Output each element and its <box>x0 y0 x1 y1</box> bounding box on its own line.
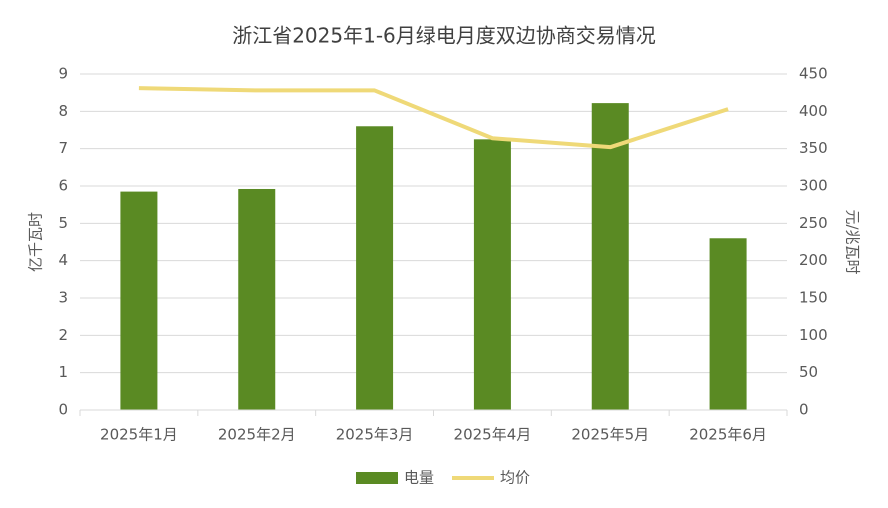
chart-title: 浙江省2025年1-6月绿电月度双边协商交易情况 <box>232 24 656 48</box>
y2-tick-label: 250 <box>799 214 828 232</box>
y2-axis-label: 元/兆瓦时 <box>844 209 862 274</box>
legend-label: 均价 <box>500 469 530 487</box>
y2-tick-label: 350 <box>799 139 828 157</box>
bar <box>709 238 747 410</box>
y2-tick-label: 100 <box>799 326 828 344</box>
y-tick-label: 3 <box>58 289 68 307</box>
y-tick-label: 2 <box>58 326 68 344</box>
x-tick-label: 2025年4月 <box>454 426 532 444</box>
x-tick-label: 2025年2月 <box>218 426 296 444</box>
y-tick-label: 6 <box>58 177 68 195</box>
y2-tick-label: 0 <box>799 401 809 419</box>
bar <box>591 103 629 411</box>
x-tick-label: 2025年3月 <box>336 426 414 444</box>
bar <box>356 126 394 411</box>
y-tick-label: 9 <box>58 65 68 83</box>
legend-swatch <box>356 472 398 484</box>
y-tick-label: 0 <box>58 401 68 419</box>
bar <box>473 139 511 411</box>
y2-tick-label: 200 <box>799 251 828 269</box>
y2-tick-label: 300 <box>799 177 828 195</box>
y-tick-label: 8 <box>58 102 68 120</box>
bar <box>120 191 158 410</box>
y-tick-label: 1 <box>58 363 68 381</box>
legend-label: 电量 <box>404 469 434 487</box>
y2-tick-label: 50 <box>799 363 818 381</box>
bar <box>238 188 276 410</box>
x-tick-label: 2025年5月 <box>571 426 649 444</box>
line-series <box>138 86 729 150</box>
y-tick-label: 4 <box>58 251 68 269</box>
y2-tick-label: 450 <box>799 65 828 83</box>
y2-tick-label: 400 <box>799 102 828 120</box>
y-tick-label: 7 <box>58 139 68 157</box>
x-tick-label: 2025年6月 <box>689 426 767 444</box>
y2-tick-label: 150 <box>799 289 828 307</box>
y-tick-label: 5 <box>58 214 68 232</box>
y-axis-label: 亿千瓦时 <box>27 212 45 272</box>
x-tick-label: 2025年1月 <box>100 426 178 444</box>
